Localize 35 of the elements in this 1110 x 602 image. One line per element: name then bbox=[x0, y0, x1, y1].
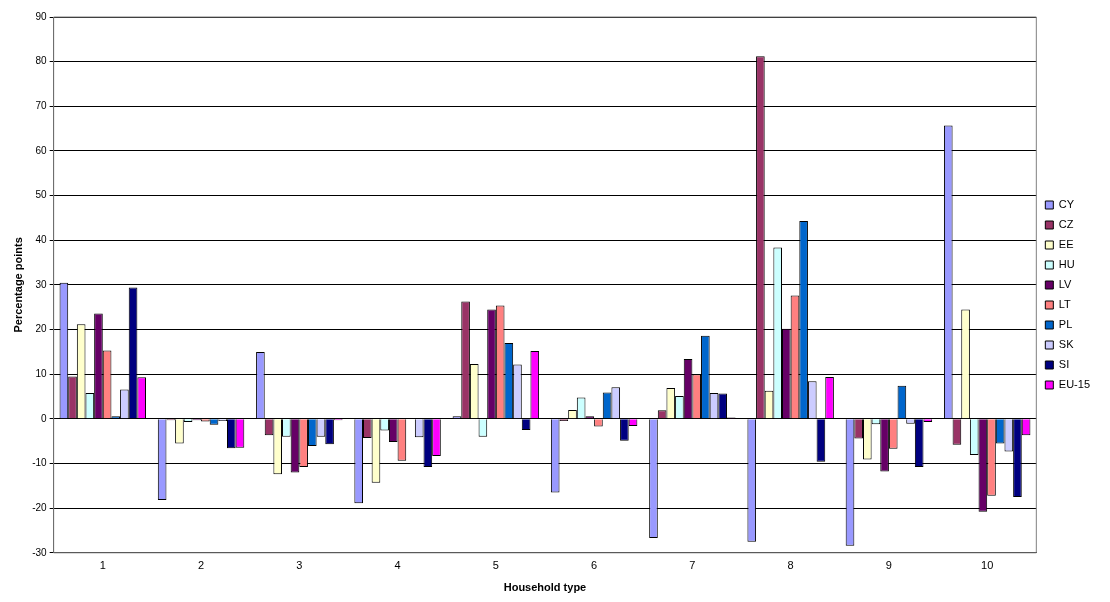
legend-label: SI bbox=[1058, 358, 1070, 371]
legend-label: PL bbox=[1058, 318, 1073, 331]
x-tick-label: 10 bbox=[981, 559, 994, 572]
x-tick-label: 4 bbox=[394, 559, 401, 572]
x-tick-label: 7 bbox=[689, 559, 696, 572]
y-tick-label: -10 bbox=[32, 457, 48, 469]
y-axis-title: Percentage points bbox=[11, 237, 24, 333]
x-tick-label: 2 bbox=[197, 559, 205, 572]
x-tick-label: 1 bbox=[99, 559, 106, 572]
legend-label: EU-15 bbox=[1058, 378, 1091, 391]
legend-label: LV bbox=[1058, 278, 1073, 291]
y-tick-label: 40 bbox=[35, 234, 48, 245]
legend-label: EE bbox=[1058, 238, 1074, 251]
y-tick-label: -20 bbox=[32, 501, 48, 513]
y-tick-label: 70 bbox=[35, 100, 48, 112]
legend-label: CY bbox=[1058, 198, 1075, 211]
x-tick-label: 9 bbox=[885, 559, 892, 572]
legend-label: HU bbox=[1058, 258, 1075, 271]
y-tick-label: 80 bbox=[35, 55, 48, 67]
y-tick-label: 30 bbox=[35, 278, 48, 290]
x-axis-title: Household type bbox=[503, 581, 587, 594]
y-tick-label: 10 bbox=[35, 367, 48, 379]
x-tick-label: 3 bbox=[296, 559, 303, 572]
y-tick-label: 60 bbox=[35, 144, 48, 156]
y-tick-label: 0 bbox=[41, 412, 48, 424]
y-tick-label: -30 bbox=[32, 546, 48, 558]
y-tick-label: 20 bbox=[35, 323, 48, 335]
legend-label: LT bbox=[1058, 298, 1072, 311]
legend-label: SK bbox=[1058, 338, 1075, 351]
x-tick-label: 8 bbox=[787, 559, 794, 572]
x-tick-label: 6 bbox=[591, 559, 598, 572]
x-tick-label: 5 bbox=[492, 559, 499, 572]
y-tick-label: 50 bbox=[35, 189, 48, 201]
y-tick-label: 90 bbox=[35, 10, 48, 22]
legend-label: CZ bbox=[1058, 218, 1074, 231]
